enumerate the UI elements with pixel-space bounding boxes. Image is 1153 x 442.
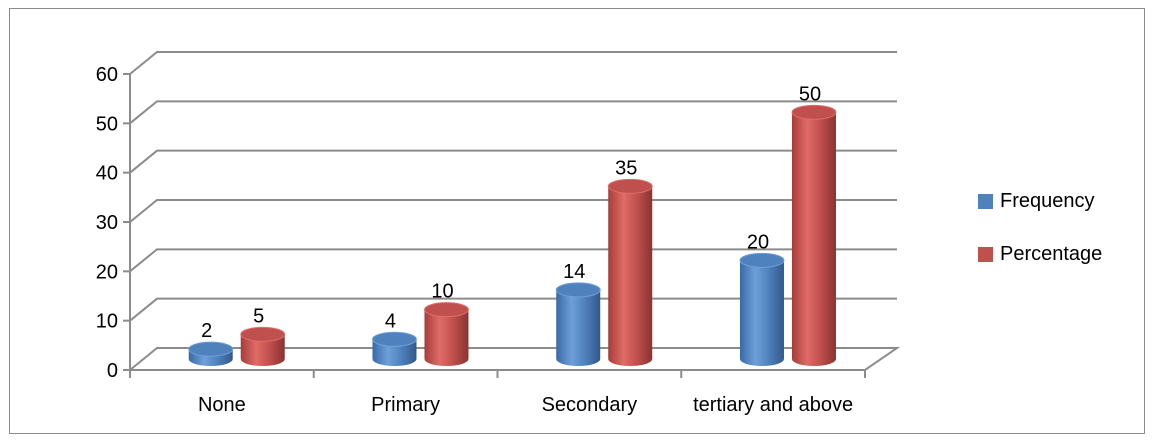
bar-body [608, 186, 653, 367]
y-tick-label: 0 [107, 360, 118, 382]
data-label: 2 [201, 320, 212, 342]
bar-top [791, 104, 837, 120]
data-label: 50 [799, 83, 821, 105]
legend-swatch-percentage [978, 246, 993, 262]
y-tick-label: 40 [96, 163, 118, 185]
bar-percentage-secondary [607, 178, 653, 367]
legend-item-frequency: Frequency [978, 187, 1148, 215]
data-label: 14 [563, 261, 585, 283]
labels: 0 10 20 30 40 50 60 None Primary Secondary tertiar… [96, 64, 853, 416]
bar-top [555, 282, 601, 298]
bar-percentage-primary [423, 302, 469, 367]
bars [188, 104, 837, 367]
bar-body [791, 112, 836, 367]
bar-top [240, 326, 286, 342]
gridline [129, 51, 897, 75]
bar-frequency-primary [371, 331, 417, 367]
legend-label-percentage: Percentage [1000, 242, 1103, 265]
bar-top [607, 178, 653, 194]
legend-swatch-frequency [978, 193, 993, 209]
bar-percentage-none [240, 326, 286, 367]
legend-item-percentage: Percentage [978, 240, 1148, 268]
bar-body [556, 289, 601, 367]
x-tick-label: Secondary [542, 394, 638, 416]
x-tick-label: Primary [371, 394, 440, 416]
data-label: 4 [385, 310, 396, 332]
y-tick-label: 10 [96, 311, 118, 333]
bar-frequency-secondary [555, 282, 601, 367]
y-tick-label: 20 [96, 261, 118, 283]
x-tick-label: tertiary and above [693, 394, 853, 416]
bar-frequency-tertiary-and-above [739, 252, 785, 367]
data-label: 5 [253, 305, 264, 327]
x-tick-label: None [198, 394, 246, 416]
bar-body [739, 260, 784, 367]
gridline [129, 100, 897, 125]
y-tick-label: 50 [96, 113, 118, 135]
bar-top [423, 302, 469, 318]
floor [127, 347, 901, 371]
gridline [129, 149, 897, 174]
gridline [129, 199, 897, 223]
axes [123, 73, 866, 378]
bar-percentage-tertiary-and-above [791, 104, 837, 367]
y-tick-label: 60 [96, 64, 118, 86]
legend-label-frequency: Frequency [1000, 189, 1095, 212]
data-label: 10 [431, 281, 453, 303]
bar-frequency-none [188, 341, 234, 367]
y-tick-label: 30 [96, 212, 118, 234]
data-label: 20 [747, 231, 769, 253]
data-label: 35 [615, 157, 637, 179]
bar-top [739, 252, 785, 268]
bar-body [372, 339, 417, 367]
bar-top [188, 341, 234, 357]
bar-top [371, 331, 417, 347]
bar-body [424, 309, 469, 367]
bar-body [240, 334, 285, 367]
